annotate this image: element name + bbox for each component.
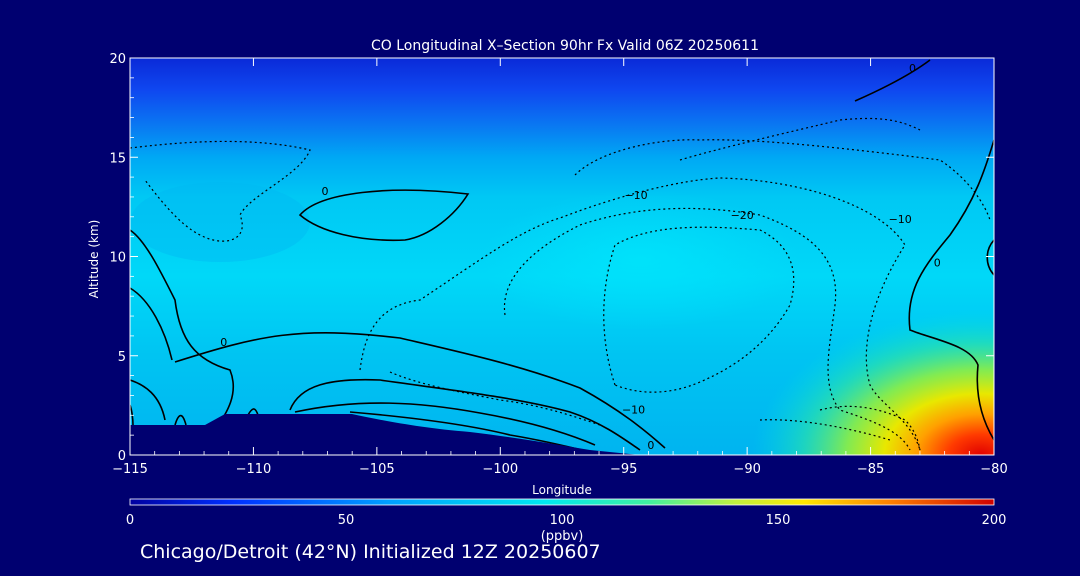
y-axis: 0 5 10 15 20 [109,52,994,464]
contour-0-small-1 [174,414,187,426]
y-tick-label: 5 [118,350,126,365]
x-axis: −115 −110 −105 −100 −95 −90 −85 −80 [112,58,1008,477]
upper-minimum [130,182,310,262]
contour-0-left-1 [130,229,235,431]
contour-label: 0 [934,256,941,269]
chart-title: CO Longitudinal X–Section 90hr Fx Valid … [371,38,759,54]
y-axis-label: Altitude (km) [87,220,101,299]
contour-label: −10 [624,189,647,202]
contour-0-upper-right [854,59,931,102]
contour-0-right [908,139,994,441]
surface-co-maximum [560,180,994,455]
contour-neg-upper [130,140,311,242]
colorbar-tick-label: 200 [982,513,1007,528]
colorbar-tick-label: 100 [550,513,575,528]
contour-label: 0 [647,439,654,452]
contour-neg-10-inner [503,207,911,451]
y-tick-label: 15 [109,151,126,166]
x-tick-label: −100 [482,462,518,477]
contour-label: 0 [322,185,329,198]
x-tick-label: −95 [610,462,637,477]
contour-label: 0 [909,62,916,75]
contour-0-band-1 [174,332,666,449]
colorbar-tick-label: 0 [126,513,134,528]
x-axis-label: Longitude [532,483,592,497]
y-tick-label: 10 [109,251,126,266]
contour-0-left-2 [130,287,173,361]
caption: Chicago/Detroit (42°N) Initialized 12Z 2… [140,541,601,563]
colorbar [129,498,995,506]
x-tick-label: −90 [733,462,760,477]
x-tick-label: −80 [980,462,1007,477]
x-tick-label: −105 [359,462,395,477]
colorbar-tick-label: 50 [338,513,355,528]
contour-lines-negative [130,117,991,451]
y-tick-label: 20 [109,52,126,67]
contour-label: −10 [622,403,645,416]
colorbar-tick-label: 150 [766,513,791,528]
contour-pos-right-1 [819,405,921,451]
contour-0-upper-left [298,189,470,242]
contour-neg-20 [603,226,795,393]
contour-neg-lower-left [389,371,601,426]
contour-label: −10 [889,213,912,226]
colorbar-label: (ppbv) [541,529,584,544]
colorbar-ticks: 0 50 100 150 200 [126,513,1007,528]
x-tick-label: −85 [857,462,884,477]
contour-0-small-2 [247,408,259,416]
terrain [130,414,640,455]
contour-0-band-3 [294,402,596,446]
contour-0-left-3 [130,379,166,421]
x-tick-label: −110 [236,462,272,477]
contour-0-right-edge [986,239,994,276]
y-tick-label: 0 [118,449,126,464]
contour-pos-right-2 [759,419,891,441]
contour-label: 0 [220,336,227,349]
x-tick-label: −115 [112,462,148,477]
contour-lines-positive [759,405,921,451]
contour-label: −20 [731,209,754,222]
